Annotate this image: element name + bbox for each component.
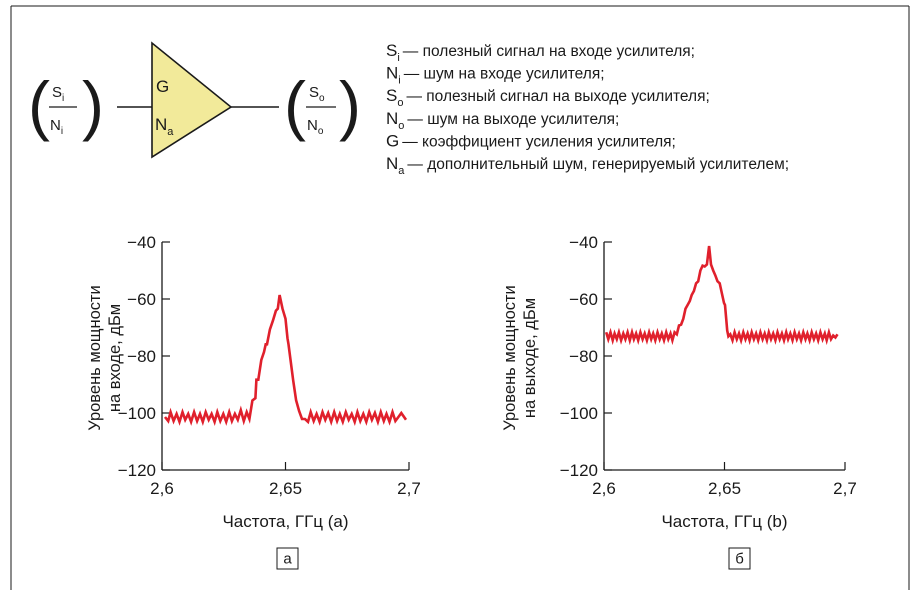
output-fraction: So No (306, 84, 336, 137)
y-tick-label: −80 (127, 347, 156, 366)
output-open-paren: ( (284, 68, 306, 142)
y-tick-label: −40 (127, 233, 156, 252)
x-tick-label: 2,7 (397, 479, 421, 498)
y-axis-title-line: на входе, дБм (106, 304, 124, 412)
input-signal-label: Si (52, 84, 64, 104)
amplifier-triangle (151, 41, 233, 159)
x-tick-label: 2,6 (592, 479, 616, 498)
spectrum-line (163, 294, 408, 427)
y-tick-label: −40 (569, 233, 598, 252)
added-noise-label: Na (155, 115, 174, 138)
panel-caption: а (283, 551, 292, 568)
x-tick-label: 2,65 (708, 479, 741, 498)
amplifier-diagram: ( Si Ni ) G Na ( So No ) (28, 41, 361, 159)
x-tick-label: 2,65 (269, 479, 302, 498)
y-tick-label: −100 (118, 404, 156, 423)
y-axis-title-line: Уровень мощности (86, 285, 104, 431)
y-tick-label: −100 (560, 404, 598, 423)
panel-caption-box (728, 547, 751, 570)
output-signal-label: So (309, 84, 325, 104)
output-close-paren: ) (339, 68, 361, 142)
y-tick-label: −60 (569, 290, 598, 309)
y-axis-title-line: на выходе, дБм (521, 298, 539, 418)
y-axis-title-line: Уровень мощности (501, 285, 519, 431)
x-axis-title: Частота, ГГц (b) (661, 512, 787, 531)
gain-label: G (156, 77, 169, 96)
input-noise-label: Ni (50, 117, 63, 137)
legend-entry: Na — дополнительный шум, генерируемый уси… (386, 154, 789, 177)
output-noise-label: No (307, 117, 324, 137)
input-close-paren: ) (82, 68, 104, 142)
input-fraction: Si Ni (49, 84, 77, 137)
y-tick-label: −120 (118, 461, 156, 480)
input-open-paren: ( (28, 68, 50, 142)
legend-entry: G — коэффициент усиления усилителя; (386, 131, 676, 150)
x-axis-title: Частота, ГГц (a) (222, 512, 348, 531)
legend-entry: Si — полезный сигнал на входе усилителя; (386, 41, 695, 64)
x-tick-label: 2,6 (150, 479, 174, 498)
y-tick-label: −60 (127, 290, 156, 309)
panel-caption: б (735, 551, 744, 568)
symbol-legend: Si — полезный сигнал на входе усилителя;N… (386, 41, 789, 177)
panel-caption-box (276, 547, 299, 570)
legend-entry: Ni — шум на входе усилителя; (386, 64, 605, 87)
spectrum-line (604, 245, 839, 346)
x-tick-label: 2,7 (833, 479, 857, 498)
legend-entry: So — полезный сигнал на выходе усилителя; (386, 86, 710, 109)
legend-entry: No — шум на выходе усилителя; (386, 109, 619, 132)
y-tick-label: −80 (569, 347, 598, 366)
y-tick-label: −120 (560, 461, 598, 480)
